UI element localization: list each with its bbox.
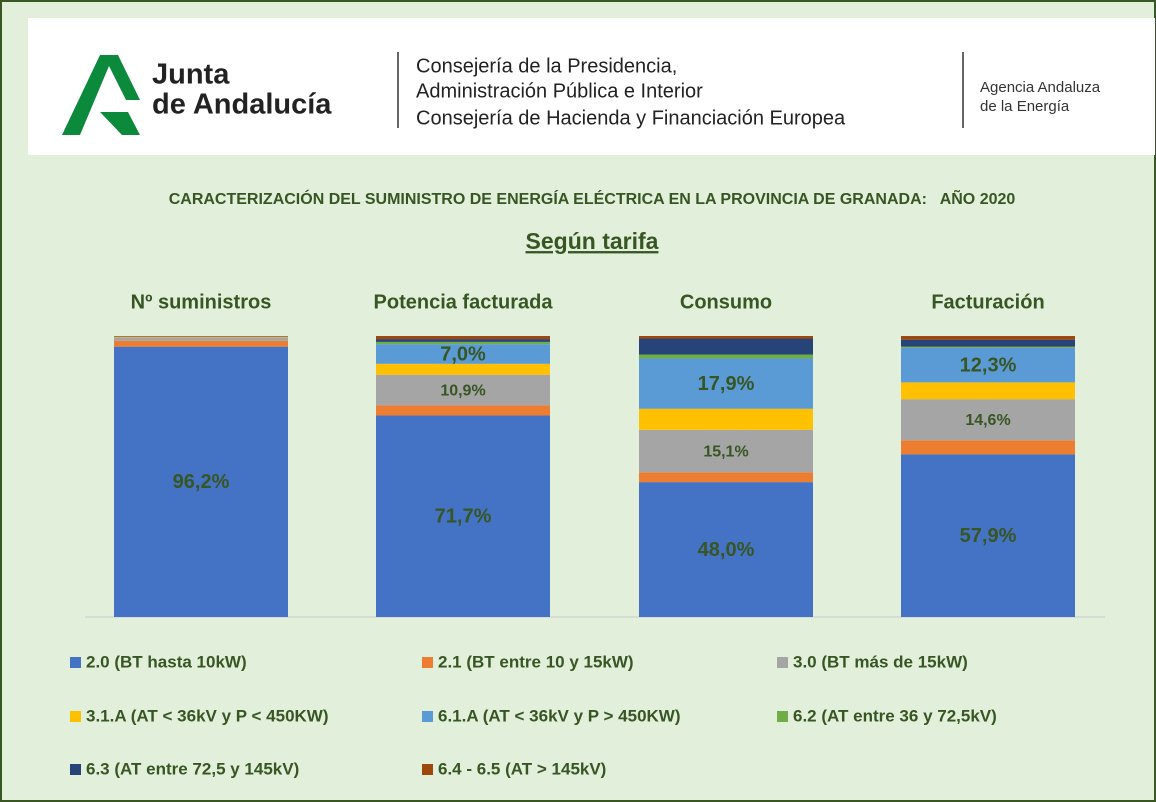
data-label: 48,0% (698, 539, 755, 561)
data-label: 10,9% (440, 382, 485, 399)
bar-segment (376, 374, 550, 406)
legend-swatch (777, 711, 788, 722)
agency-text: Agencia Andaluza (980, 79, 1101, 96)
chart-title: CARACTERIZACIÓN DEL SUMINISTRO DE ENERGÍ… (169, 188, 1016, 208)
brand-text: de Andalucía (152, 89, 332, 121)
legend-label: 2.0 (BT hasta 10kW) (86, 652, 247, 671)
bar-segment (901, 336, 1075, 340)
data-label: 7,0% (440, 343, 486, 365)
bar-segment (376, 415, 550, 617)
category-label: Consumo (680, 291, 772, 313)
bar-segment (376, 339, 550, 342)
data-label: 96,2% (173, 471, 230, 493)
legend-label: 6.4 - 6.5 (AT > 145kV) (438, 759, 606, 778)
legend-label: 6.1.A (AT < 36kV y P > 450KW) (438, 706, 681, 725)
bar-segment (901, 399, 1075, 441)
bar-segment (639, 408, 813, 430)
bar-segment (639, 336, 813, 339)
agency-text: de la Energía (980, 98, 1070, 115)
legend-swatch (70, 657, 81, 668)
category-label: Facturación (931, 291, 1044, 313)
data-label: 15,1% (703, 443, 748, 460)
bar-segment (639, 472, 813, 483)
bar-segment (639, 358, 813, 409)
bar-segment (376, 363, 550, 375)
header-band (28, 18, 1155, 155)
bar-segment (114, 340, 288, 347)
bar-segment (376, 336, 550, 340)
legend-swatch (70, 764, 81, 775)
bar-segment (639, 354, 813, 359)
legend-swatch (422, 657, 433, 668)
legend-label: 3.1.A (AT < 36kV y P < 450KW) (86, 706, 329, 725)
legend-swatch (422, 711, 433, 722)
bar-segment (901, 339, 1075, 347)
bar-segment (901, 454, 1075, 617)
data-label: 71,7% (435, 506, 492, 528)
logo (62, 55, 140, 135)
legend-label: 2.1 (BT entre 10 y 15kW) (438, 652, 634, 671)
category-label: Nº suministros (131, 291, 272, 313)
legend-label: 6.3 (AT entre 72,5 y 145kV) (86, 759, 299, 778)
legend-swatch (777, 657, 788, 668)
chart-subtitle: Según tarifa (526, 228, 659, 254)
bar-segment (114, 337, 288, 341)
bar-segment (639, 338, 813, 355)
category-label: Potencia facturada (374, 291, 554, 313)
department-text: Consejería de Hacienda y Financiación Eu… (416, 107, 846, 129)
data-label: 57,9% (960, 525, 1017, 547)
bar-segment (114, 336, 288, 337)
bar-segment (114, 346, 288, 617)
legend-swatch (422, 764, 433, 775)
data-label: 12,3% (960, 354, 1017, 376)
legend-label: 3.0 (BT más de 15kW) (793, 652, 968, 671)
bar-segment (376, 344, 550, 364)
bar-segment (114, 336, 288, 338)
department-text: Consejería de la Presidencia, (416, 55, 677, 77)
data-label: 14,6% (965, 412, 1010, 429)
bar-segment (376, 341, 550, 345)
bar-segment (639, 429, 813, 473)
department-text: Administración Pública e Interior (416, 80, 703, 102)
legend-label: 6.2 (AT entre 36 y 72,5kV) (793, 706, 997, 725)
bar-segment (901, 346, 1075, 348)
bar-segment (376, 405, 550, 416)
bar-segment (639, 482, 813, 617)
bar-segment (901, 440, 1075, 455)
data-label: 17,9% (698, 373, 755, 395)
brand-text: Junta (152, 59, 230, 91)
bar-segment (901, 382, 1075, 400)
bar-segment (901, 347, 1075, 383)
legend-swatch (70, 711, 81, 722)
